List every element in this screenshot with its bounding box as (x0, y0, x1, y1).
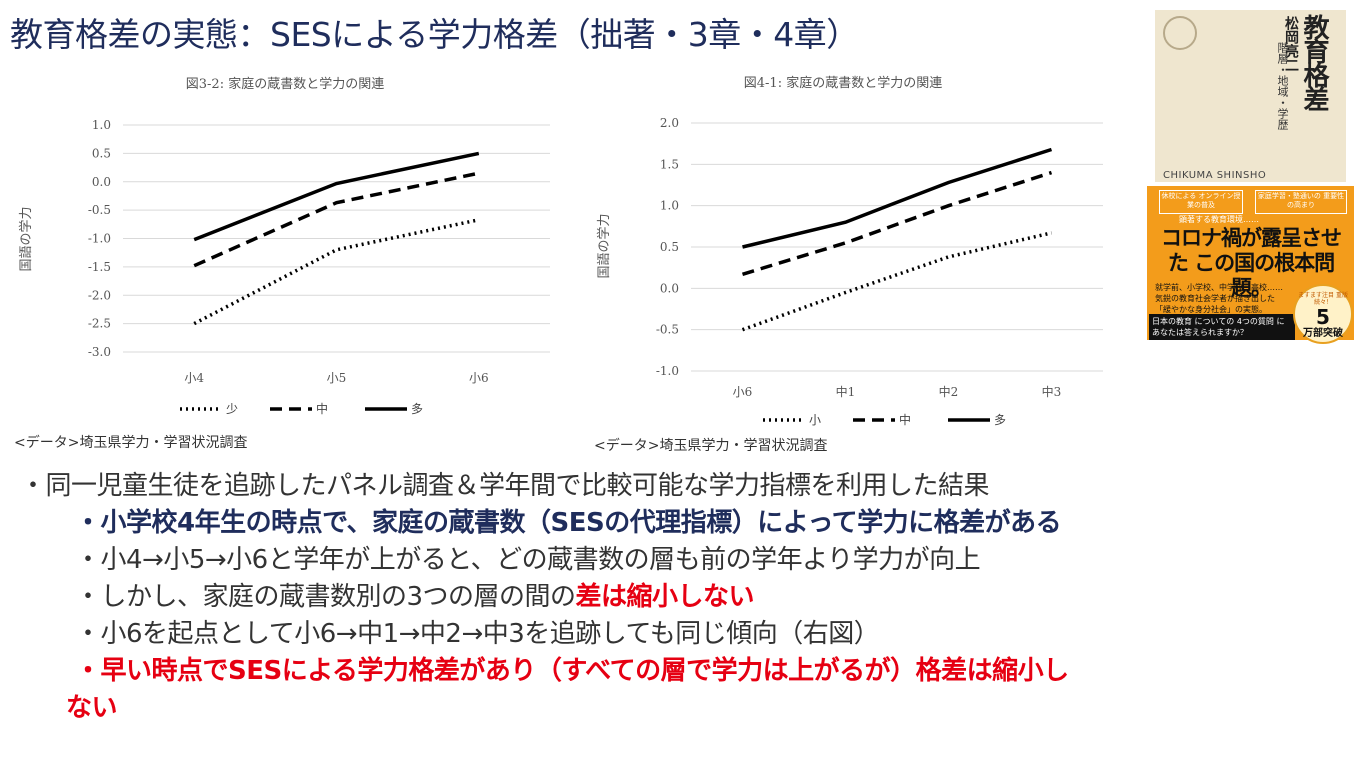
bullet-6-continued: ない (66, 693, 118, 723)
bullet-2: ・小学校4年生の時点で、家庭の蔵書数（SESの代理指標）によって学力に格差がある (75, 508, 1062, 538)
y-tick-label: -0.5 (88, 203, 111, 217)
y-tick-label: 0.5 (92, 146, 111, 160)
bullet-3: ・小4→小5→小6と学年が上がると、どの蔵書数の層も前の学年より学力が向上 (75, 545, 981, 575)
x-tick-label: 中3 (1042, 384, 1062, 399)
band-box-right: 家庭学習・塾通いの 重要性の高まり (1255, 190, 1347, 214)
y-tick-label: -1.0 (88, 232, 111, 246)
band-body: 就学前、小学校、中学校、高校…… 気鋭の教育社会学者が描き出した 「緩やかな身分… (1155, 283, 1283, 314)
legend-label-小: 小 (809, 413, 821, 427)
book-title: 教育格差 (1299, 14, 1329, 110)
bullet-4-emphasis: 差は縮小しない (575, 582, 755, 612)
bullet-list: ・同一児童生徒を追跡したパネル調査＆学年間で比較可能な学力指標を利用した結果 ・… (20, 468, 1350, 727)
x-tick-label: 小6 (469, 371, 489, 385)
book-publisher: CHIKUMA SHINSHO (1163, 170, 1267, 181)
series-line-小 (741, 231, 1052, 332)
y-tick-label: -3.0 (88, 345, 111, 359)
book-subtitle: 階層・地域・学歴 (1276, 42, 1289, 130)
y-tick-label: 0.0 (92, 175, 111, 189)
bullet-4: ・しかし、家庭の蔵書数別の3つの層の間の差は縮小しない (20, 579, 1350, 616)
badge-small: ますます注目 重版続々！ (1298, 292, 1348, 306)
badge-sub: 万部突破 (1303, 328, 1343, 339)
bullet-1: ・同一児童生徒を追跡したパネル調査＆学年間で比較可能な学力指標を利用した結果 (20, 471, 990, 501)
y-tick-label: -2.5 (88, 317, 111, 331)
y-tick-label: 0.0 (660, 281, 679, 295)
series-line-多 (193, 151, 480, 242)
y-tick-label: -1.5 (88, 260, 111, 274)
y-tick-label: 1.0 (660, 199, 679, 213)
series-line-多 (742, 147, 1053, 249)
chart-title: 図3-2: 家庭の蔵書数と学力の関連 (186, 76, 384, 92)
band-box-left: 休校による オンライン授業の普及 (1159, 190, 1243, 214)
band-headline: コロナ禍が露呈させた この国の根本問題。 (1161, 226, 1342, 300)
series-line-中 (741, 170, 1053, 276)
y-tick-label: 2.0 (660, 116, 679, 130)
y-tick-label: 1.0 (92, 118, 111, 132)
y-tick-label: 1.5 (660, 157, 679, 171)
legend-label-多: 多 (411, 402, 423, 416)
y-tick-label: -0.5 (656, 323, 679, 337)
x-tick-label: 中2 (939, 384, 959, 399)
y-tick-label: 0.5 (660, 240, 679, 254)
series-line-中 (193, 171, 480, 268)
chart-left-source: <データ>埼玉県学力・学習状況調査 (14, 435, 248, 451)
band-bottom: 日本の教育 についての 4つの質問 に あなたは答えられますか？ (1149, 314, 1295, 340)
chart-right: 図4-1: 家庭の蔵書数と学力の関連国語の学力 2.0 1.5 1.0 0.5 0.0 -0… (596, 66, 1118, 436)
y-tick-label: -1.0 (656, 364, 679, 378)
x-tick-label: 小5 (327, 371, 347, 385)
y-axis-label: 国語の学力 (18, 206, 34, 271)
bullet-6: ・早い時点でSESによる学力格差があり（すべての層で学力は上がるが）格差は縮小し (75, 656, 1069, 686)
band-sub: 顕著する教育環境…… (1179, 215, 1259, 224)
book-cover: 階層・地域・学歴 松岡亮二 教育格差 CHIKUMA SHINSHO 休校による… (1147, 10, 1354, 344)
chart-left: 図3-2: 家庭の蔵書数と学力の関連国語の学力 1.0 0.5 0.0 -0.5 -1.0… (18, 66, 560, 426)
sales-badge: ますます注目 重版続々！ 5 万部突破 (1293, 284, 1353, 344)
slide-title: 教育格差の実態：SESによる学力格差（拙著・3章・4章） (10, 15, 859, 54)
x-tick-label: 小6 (733, 385, 753, 399)
chart-right-source: <データ>埼玉県学力・学習状況調査 (594, 438, 828, 454)
book-author: 松岡亮二 (1283, 16, 1299, 72)
y-axis-label: 国語の学力 (596, 213, 612, 278)
bullet-5: ・小6を起点として小6→中1→中2→中3を追跡しても同じ傾向（右図） (75, 619, 880, 649)
y-tick-label: -2.0 (88, 288, 111, 302)
x-tick-label: 小4 (184, 371, 204, 385)
legend-label-中: 中 (316, 401, 328, 416)
x-tick-label: 中1 (836, 384, 856, 399)
publisher-emblem-icon (1163, 16, 1197, 50)
chart-title: 図4-1: 家庭の蔵書数と学力の関連 (744, 75, 942, 91)
bullet-4-text: ・しかし、家庭の蔵書数別の3つの層の間の (75, 582, 576, 612)
book-cover-top: 階層・地域・学歴 松岡亮二 教育格差 CHIKUMA SHINSHO (1155, 10, 1346, 182)
badge-big: 5 (1316, 305, 1330, 329)
legend-label-少: 少 (226, 402, 238, 416)
series-line-少 (193, 218, 480, 326)
book-band: 休校による オンライン授業の普及 家庭学習・塾通いの 重要性の高まり 顕著する教… (1147, 186, 1354, 344)
legend-label-中: 中 (899, 412, 911, 427)
legend-label-多: 多 (994, 413, 1006, 427)
